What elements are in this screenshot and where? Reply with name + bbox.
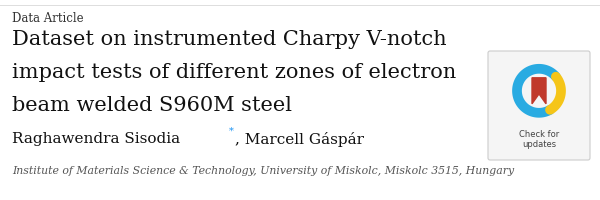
Text: Check for: Check for bbox=[519, 130, 559, 139]
Text: *: * bbox=[229, 127, 234, 136]
Text: Raghawendra Sisodia: Raghawendra Sisodia bbox=[12, 132, 180, 146]
Text: Dataset on instrumented Charpy V-notch: Dataset on instrumented Charpy V-notch bbox=[12, 30, 446, 49]
Text: impact tests of different zones of electron: impact tests of different zones of elect… bbox=[12, 63, 456, 82]
Text: Data Article: Data Article bbox=[12, 12, 83, 25]
Text: Institute of Materials Science & Technology, University of Miskolc, Miskolc 3515: Institute of Materials Science & Technol… bbox=[12, 166, 514, 176]
Polygon shape bbox=[532, 78, 546, 104]
FancyBboxPatch shape bbox=[488, 51, 590, 160]
Text: beam welded S960M steel: beam welded S960M steel bbox=[12, 96, 292, 115]
Text: , Marcell Gáspár: , Marcell Gáspár bbox=[235, 132, 364, 147]
Text: updates: updates bbox=[522, 140, 556, 149]
